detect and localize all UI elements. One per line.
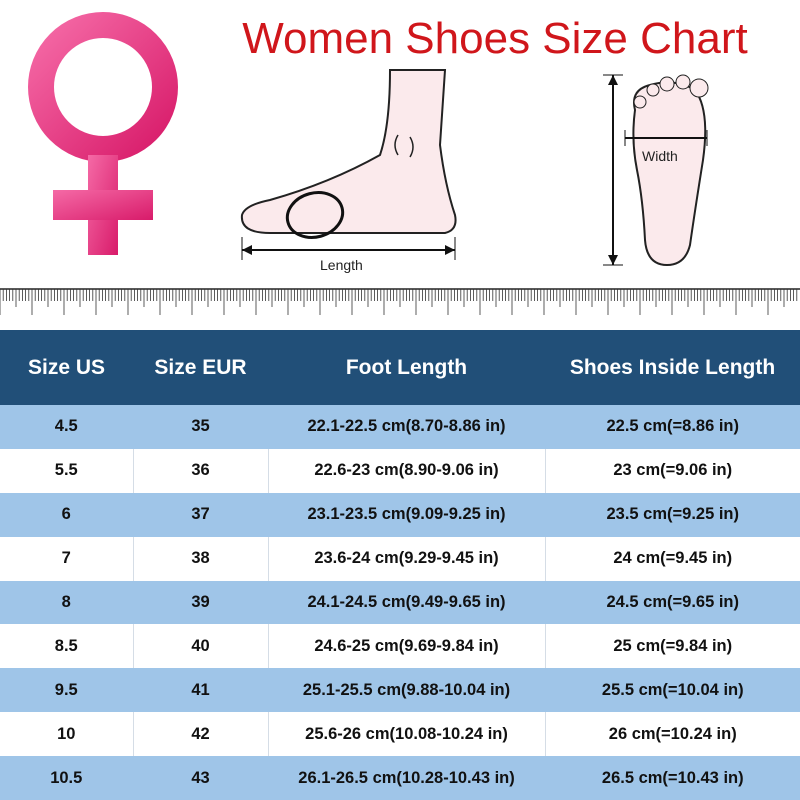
size-eur-cell: 42: [133, 712, 269, 757]
table-row: 6 37 23.1-23.5 cm(9.09-9.25 in) 23.5 cm(=9.…: [0, 492, 800, 537]
shoes-inside-length-cell: 23 cm(=9.06 in): [613, 461, 733, 480]
table-row: 9.5 41 25.1-25.5 cm(9.88-10.04 in) 25.5 cm(…: [0, 668, 800, 713]
size-us-cell: 8: [0, 580, 134, 625]
size-eur-cell: 39: [133, 580, 269, 625]
table-row: 4.5 35 22.1-22.5 cm(8.70-8.86 in) 22.5 cm(=…: [0, 405, 800, 449]
size-us-cell: 4.5: [0, 405, 134, 449]
size-eur-cell: 41: [133, 668, 269, 713]
size-us-cell: 7: [0, 536, 134, 581]
table-header-row: Size US Size EUR Foot Length Shoes Insid…: [0, 330, 800, 405]
foot-length-cell: 23.6-24 cm(9.29-9.45 in): [268, 536, 546, 581]
size-eur-cell: 36: [133, 448, 269, 493]
table-row: 7 38 23.6-24 cm(9.29-9.45 in) 24 cm(=9.45 i…: [0, 536, 800, 581]
foot-length-cell: 24.6-25 cm(9.69-9.84 in): [268, 624, 546, 669]
size-eur-cell: 37: [133, 492, 269, 537]
shoes-inside-length-cell: 26.5 cm(=10.43 in): [545, 756, 800, 800]
foot-length-cell: 23.1-23.5 cm(9.09-9.25 in): [268, 492, 546, 537]
table-row: 5.5 36 22.6-23 cm(8.90-9.06 in) 23 cm(=9.06…: [0, 448, 800, 493]
size-eur-cell: 40: [133, 624, 269, 669]
table-row: 8.5 40 24.6-25 cm(9.69-9.84 in) 25 cm(=9.84…: [0, 624, 800, 669]
female-symbol-icon: [28, 12, 178, 255]
shoes-inside-length-cell: 25.5 cm(=10.04 in): [545, 668, 800, 713]
foot-length-cell: 24.1-24.5 cm(9.49-9.65 in): [268, 580, 546, 625]
foot-length-cell: 25.1-25.5 cm(9.88-10.04 in): [268, 668, 546, 713]
shoes-inside-length-cell: 25 cm(=9.84 in): [613, 636, 733, 655]
size-us-cell: 9.5: [0, 668, 134, 713]
chart-title: Women Shoes Size Chart: [242, 14, 748, 63]
shoes-inside-length-cell: 26 cm(=10.24 in): [608, 724, 737, 743]
size-us-cell: 10.5: [0, 756, 134, 800]
table-row: 8 39 24.1-24.5 cm(9.49-9.65 in) 24.5 cm(=9.…: [0, 580, 800, 625]
header-size-us: Size US: [0, 330, 133, 405]
size-us-cell: 5.5: [0, 448, 134, 493]
shoes-inside-length-cell: 24 cm(=9.45 in): [613, 549, 733, 568]
size-us-cell: 10: [0, 712, 134, 757]
size-eur-cell: 35: [133, 405, 269, 449]
foot-length-cell: 25.6-26 cm(10.08-10.24 in): [268, 712, 546, 757]
foot-sole-illustration: [603, 74, 709, 267]
foot-length-cell: 22.1-22.5 cm(8.70-8.86 in): [268, 405, 546, 449]
shoes-inside-length-cell: 24.5 cm(=9.65 in): [545, 580, 800, 625]
size-us-cell: 6: [0, 492, 134, 537]
foot-length-cell: 26.1-26.5 cm(10.28-10.43 in): [268, 756, 546, 800]
ruler-scale: [0, 288, 800, 315]
length-label: Length: [320, 257, 363, 273]
size-eur-cell: 43: [133, 756, 269, 800]
shoes-inside-length-cell: 22.5 cm(=8.86 in): [545, 405, 800, 449]
size-eur-cell: 38: [133, 536, 269, 581]
header-shoes-inside-length: Shoes Inside Length: [545, 330, 800, 405]
header-size-eur: Size EUR: [133, 330, 268, 405]
foot-length-cell: 22.6-23 cm(8.90-9.06 in): [268, 448, 546, 493]
table-row: 10.5 43 26.1-26.5 cm(10.28-10.43 in) 26.5 c…: [0, 756, 800, 800]
header-foot-length: Foot Length: [268, 330, 545, 405]
width-label: Width: [642, 148, 678, 164]
table-row: 10 42 25.6-26 cm(10.08-10.24 in) 26 cm(=10.…: [0, 712, 800, 757]
size-us-cell: 8.5: [0, 624, 134, 669]
size-table: Size US Size EUR Foot Length Shoes Insid…: [0, 330, 800, 800]
foot-side-illustration: [240, 69, 457, 260]
shoes-inside-length-cell: 23.5 cm(=9.25 in): [545, 492, 800, 537]
